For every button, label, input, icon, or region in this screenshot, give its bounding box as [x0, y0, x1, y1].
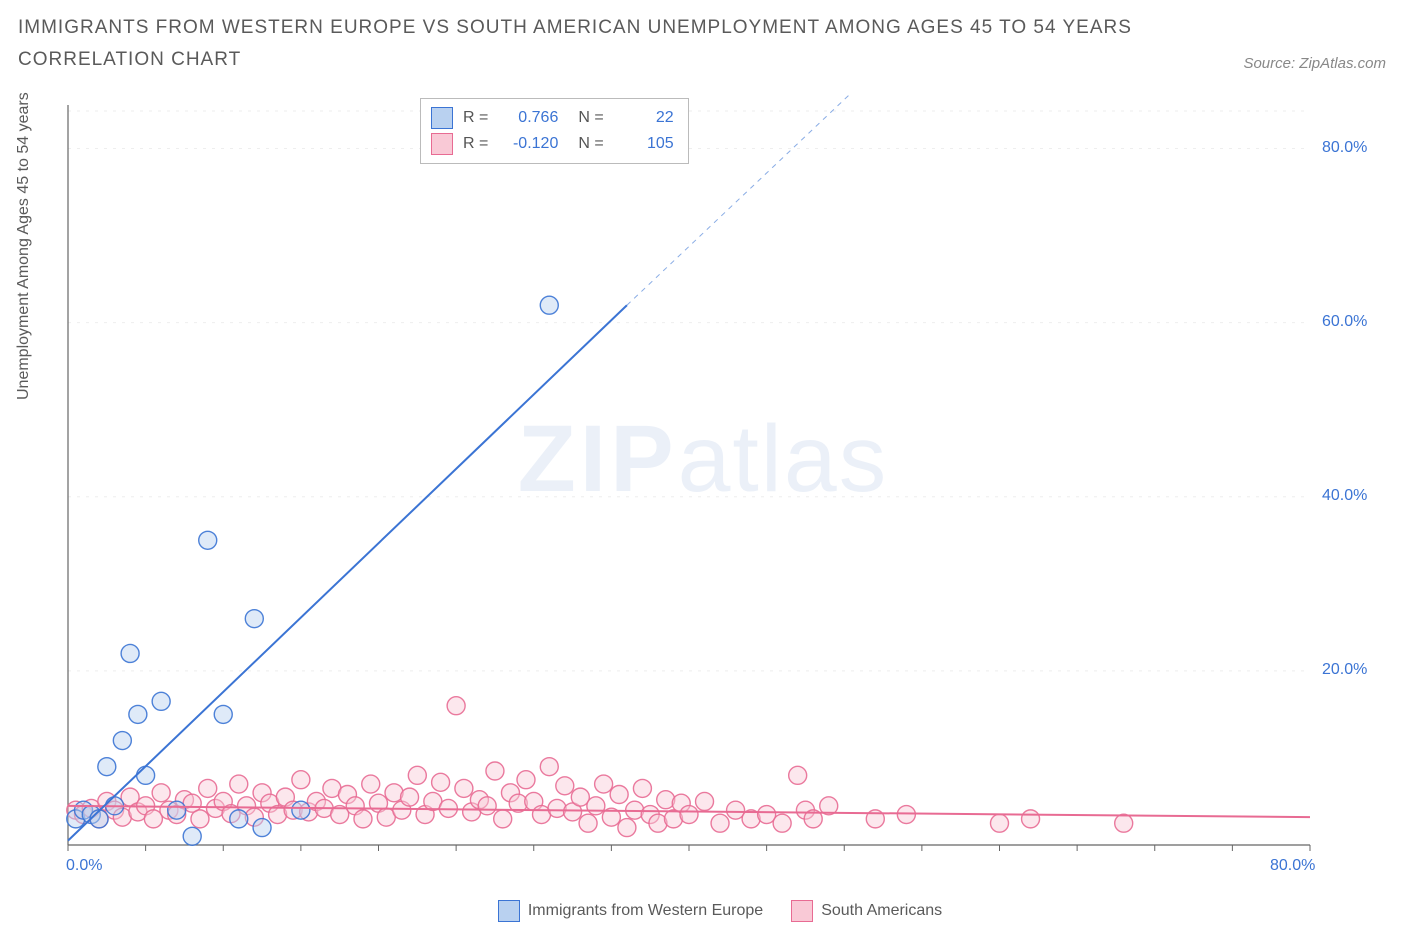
r-label: R =: [463, 109, 488, 127]
x-tick-label: 80.0%: [1270, 857, 1315, 875]
y-axis-title: Unemployment Among Ages 45 to 54 years: [15, 92, 33, 400]
source-attribution: Source: ZipAtlas.com: [1243, 55, 1386, 72]
n-value-pink: 105: [614, 135, 674, 153]
r-value-pink: -0.120: [498, 135, 558, 153]
r-value-blue: 0.766: [498, 109, 558, 127]
x-legend-label-pink: South Americans: [821, 902, 942, 920]
x-legend-item-pink: South Americans: [791, 900, 942, 922]
stats-row-blue: R = 0.766 N = 22: [431, 105, 674, 131]
n-label: N =: [578, 109, 603, 127]
x-legend-label-blue: Immigrants from Western Europe: [528, 902, 763, 920]
stats-legend: R = 0.766 N = 22 R = -0.120 N = 105: [420, 98, 689, 164]
n-value-blue: 22: [614, 109, 674, 127]
legend-swatch-blue: [431, 107, 453, 129]
legend-swatch-pink: [431, 133, 453, 155]
x-tick-label: 0.0%: [66, 857, 102, 875]
r-label: R =: [463, 135, 488, 153]
x-legend-swatch-blue: [498, 900, 520, 922]
chart-title: IMMIGRANTS FROM WESTERN EUROPE VS SOUTH …: [18, 12, 1206, 77]
scatter-plot: [60, 95, 1380, 885]
y-tick-label: 40.0%: [1322, 487, 1367, 505]
x-legend: Immigrants from Western Europe South Ame…: [60, 900, 1380, 922]
y-tick-label: 80.0%: [1322, 139, 1367, 157]
n-label: N =: [578, 135, 603, 153]
x-legend-item-blue: Immigrants from Western Europe: [498, 900, 763, 922]
plot-svg: [60, 95, 1380, 885]
stats-row-pink: R = -0.120 N = 105: [431, 131, 674, 157]
y-tick-label: 60.0%: [1322, 313, 1367, 331]
y-tick-label: 20.0%: [1322, 661, 1367, 679]
x-legend-swatch-pink: [791, 900, 813, 922]
